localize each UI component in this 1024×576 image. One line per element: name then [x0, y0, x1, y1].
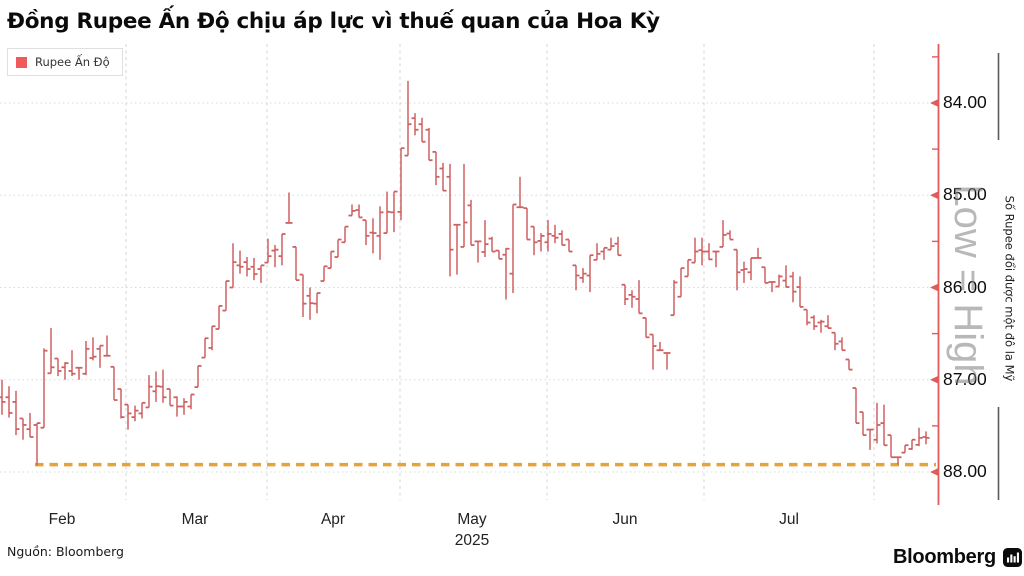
y-axis-tick-label: 86.00	[943, 276, 987, 297]
legend-series-label: Rupee Ấn Độ	[35, 55, 110, 69]
source-credit: Nguồn: Bloomberg	[7, 544, 124, 559]
x-axis-month-label: Feb	[48, 511, 76, 528]
x-axis-month-label: Mar	[181, 511, 209, 528]
y-axis-tick-label: 87.00	[943, 368, 987, 389]
y-axis-tick-label: 85.00	[943, 184, 987, 205]
legend: Rupee Ấn Độ	[7, 48, 123, 76]
bloomberg-logo-text: Bloomberg	[893, 546, 996, 568]
y-axis-tick-label: 88.00	[943, 461, 987, 481]
x-axis-month-label: Jul	[779, 511, 799, 528]
y-axis-tick-arrow	[930, 283, 938, 292]
y-axis-title: Số Rupee đổi được một đô la Mỹ	[1002, 195, 1017, 382]
bloomberg-logo-icon	[1002, 548, 1022, 567]
y-axis-tick-arrow	[930, 191, 938, 200]
x-axis-month-label: Jun	[612, 511, 638, 528]
y-axis-tick-arrow	[930, 468, 938, 476]
y-axis-tick-arrow	[930, 99, 938, 107]
legend-swatch-icon	[16, 56, 27, 68]
y-axis-tick-arrow	[930, 375, 938, 384]
x-axis-month-label: Apr	[320, 511, 346, 528]
chart-title: Đồng Rupee Ấn Độ chịu áp lực vì thuế qua…	[7, 9, 660, 34]
bloomberg-logo: Bloomberg	[893, 546, 1022, 569]
low-equals-high-watermark: Low = High	[946, 184, 990, 386]
y-axis-tick-label: 84.00	[943, 92, 987, 112]
x-axis-month-label: May	[457, 511, 487, 528]
x-axis-year-label: 2025	[454, 532, 490, 549]
